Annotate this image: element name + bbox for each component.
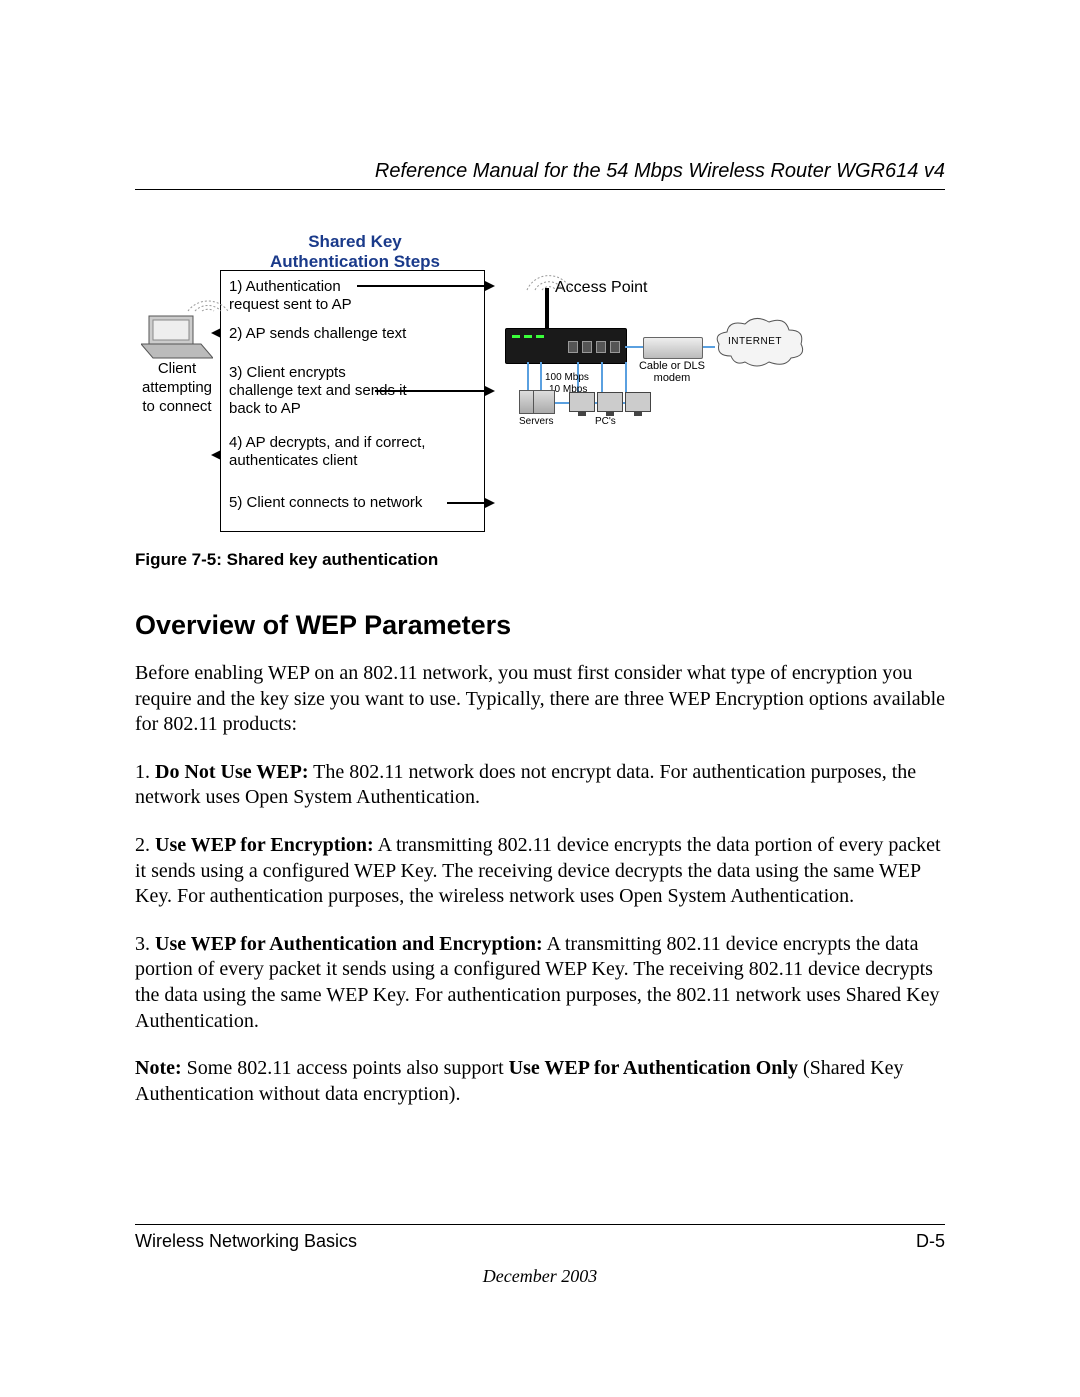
footer-rule (135, 1224, 945, 1225)
step-1: 1) Authentication request sent to AP (229, 278, 379, 314)
footer-left: Wireless Networking Basics (135, 1231, 357, 1252)
router-antenna-icon (545, 288, 549, 328)
figure-caption: Figure 7-5: Shared key authentication (135, 550, 945, 570)
arrow-3 (375, 390, 485, 392)
option-3-bold: Use WEP for Authentication and Encryptio… (155, 933, 543, 955)
option-2: 2. Use WEP for Encryption: A transmittin… (135, 833, 945, 910)
step-2: 2) AP sends challenge text (229, 325, 469, 343)
figure-title-line1: Shared Key (308, 232, 402, 251)
modem-icon (643, 337, 703, 359)
option-1: 1. Do Not Use WEP: The 802.11 network do… (135, 760, 945, 811)
figure-title-line2: Authentication Steps (270, 252, 440, 271)
internet-label: INTERNET (728, 336, 782, 347)
wifi-icon (183, 276, 233, 316)
page: Reference Manual for the 54 Mbps Wireles… (0, 0, 1080, 1397)
option-2-bold: Use WEP for Encryption: (155, 834, 374, 856)
pcs-label: PC's (595, 416, 616, 427)
pc-3-icon (625, 392, 651, 412)
modem-label: Cable or DLS modem (635, 360, 709, 384)
arrow-5-head (485, 498, 495, 508)
intro-paragraph: Before enabling WEP on an 802.11 network… (135, 661, 945, 738)
client-label: Client attempting to connect (135, 360, 219, 416)
router-icon (505, 328, 627, 364)
arrow-3-head (485, 386, 495, 396)
header-rule (135, 189, 945, 190)
note-mid1: Some 802.11 access points also support (182, 1057, 509, 1079)
arrow-4-head (211, 450, 221, 460)
option-3: 3. Use WEP for Authentication and Encryp… (135, 932, 945, 1034)
note-paragraph: Note: Some 802.11 access points also sup… (135, 1056, 945, 1107)
step-5: 5) Client connects to network (229, 494, 479, 512)
servers-label: Servers (519, 416, 553, 427)
section-heading: Overview of WEP Parameters (135, 610, 945, 641)
figure-title: Shared Key Authentication Steps (245, 232, 465, 271)
arrow-5 (447, 502, 485, 504)
step-4: 4) AP decrypts, and if correct, authenti… (229, 434, 469, 470)
pc-1-icon (569, 392, 595, 412)
note-bold: Note: (135, 1057, 182, 1079)
arrow-2-head (211, 328, 221, 338)
footer: Wireless Networking Basics D-5 December … (135, 1224, 945, 1287)
laptop-icon (141, 314, 213, 360)
arrow-1 (357, 285, 485, 287)
footer-right: D-5 (916, 1231, 945, 1252)
speed-100: 100 Mbps (545, 372, 589, 383)
server-2-icon (533, 390, 555, 414)
note-bold2: Use WEP for Authentication Only (509, 1057, 798, 1079)
footer-date: December 2003 (135, 1266, 945, 1287)
pc-2-icon (597, 392, 623, 412)
arrow-1-head (485, 281, 495, 291)
option-1-bold: Do Not Use WEP: (155, 761, 309, 783)
router-wifi-icon (521, 252, 577, 292)
running-header: Reference Manual for the 54 Mbps Wireles… (135, 160, 945, 183)
figure-shared-key-auth: Shared Key Authentication Steps Client a… (135, 232, 945, 542)
